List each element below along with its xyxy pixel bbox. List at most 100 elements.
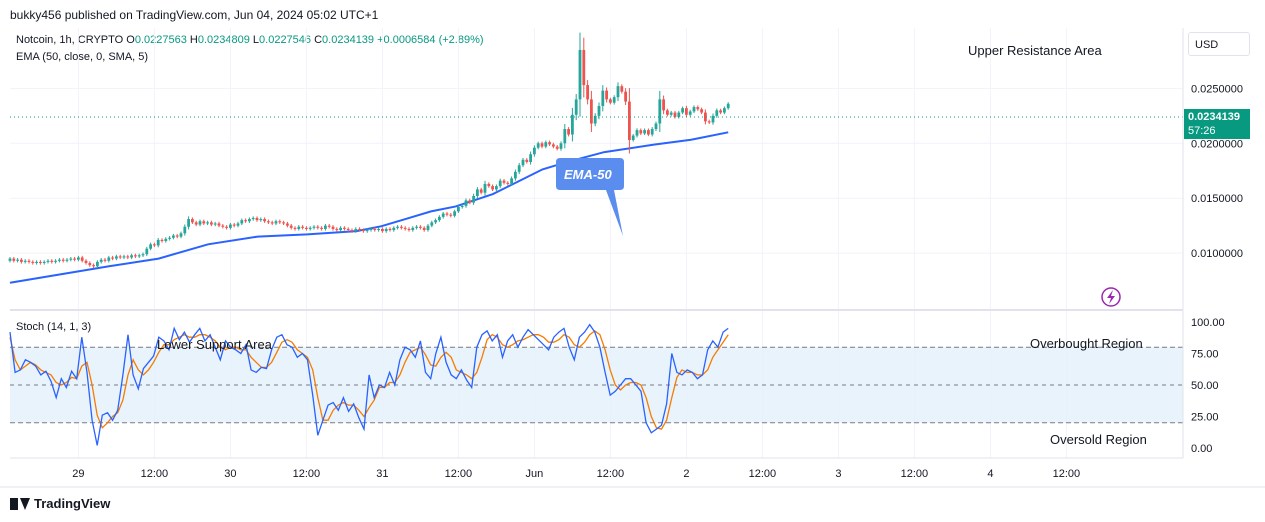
candle-body [377, 228, 380, 231]
candle [483, 180, 487, 196]
candle-body [495, 186, 498, 190]
candle [96, 260, 99, 268]
candle-body [555, 146, 559, 149]
candle [419, 225, 422, 230]
candle [445, 211, 449, 217]
candle-body [92, 265, 95, 267]
candle-body [666, 110, 669, 115]
candle-body [620, 86, 624, 92]
candle [46, 259, 50, 264]
candle [202, 219, 206, 226]
candle [248, 217, 251, 223]
time-tick-label: 12:00 [749, 468, 777, 480]
candle-body [384, 228, 388, 232]
candle-body [464, 200, 468, 206]
candle-body [658, 99, 662, 124]
candle [27, 259, 31, 264]
ema-callout-label: EMA-50 [564, 167, 612, 182]
candle [426, 224, 430, 232]
candle [80, 255, 84, 263]
candle-body [601, 90, 605, 106]
candle-body [673, 112, 677, 117]
candle [39, 260, 42, 265]
candle [263, 217, 266, 223]
candle-body [8, 258, 12, 261]
candle-body [685, 108, 688, 115]
footer-brand[interactable]: TradingView [10, 496, 110, 511]
candle [510, 176, 513, 186]
candle [620, 84, 624, 94]
time-tick-label: Jun [526, 468, 544, 480]
candle [681, 106, 684, 115]
time-tick-label: 4 [987, 468, 993, 480]
lightning-icon[interactable] [1101, 287, 1121, 307]
candle-body [358, 228, 361, 231]
candle [476, 187, 479, 199]
candle [107, 255, 111, 263]
currency-selector[interactable]: USD [1188, 32, 1250, 56]
candle [122, 254, 126, 260]
candle [635, 128, 639, 138]
candle-body [719, 110, 722, 113]
candle [255, 216, 259, 222]
candle-body [164, 238, 168, 242]
candle-body [297, 226, 301, 229]
candle [498, 178, 502, 189]
candle-body [631, 135, 635, 140]
candle-body [381, 228, 384, 232]
candle-body [449, 214, 453, 216]
candle-body [510, 178, 513, 184]
candle [111, 255, 114, 261]
candle-body [574, 99, 578, 115]
candle [457, 205, 460, 214]
candle-body [369, 228, 373, 231]
candle-body [571, 114, 574, 135]
candle [582, 37, 586, 98]
candle [221, 224, 225, 229]
candle [339, 226, 342, 232]
candle [225, 225, 228, 230]
time-tick-label: 12:00 [1053, 468, 1081, 480]
candle-body [609, 99, 612, 103]
stoch-d-line [9, 330, 729, 430]
candle [88, 261, 92, 267]
stoch-level-lines [10, 346, 1183, 424]
candle-body [498, 180, 502, 187]
candle-body [267, 221, 270, 223]
candle-body [255, 217, 259, 221]
candle [289, 224, 293, 230]
candle [578, 32, 582, 117]
candle-body [517, 165, 521, 172]
candle-body [175, 235, 179, 237]
candle-body [419, 226, 422, 228]
candle-body [153, 244, 156, 246]
candle [134, 253, 137, 259]
candle [369, 227, 373, 232]
candle [73, 256, 76, 262]
candle [168, 236, 171, 241]
candle-body [612, 97, 616, 103]
candle-body [187, 219, 190, 227]
candle [711, 113, 715, 125]
candle [692, 105, 696, 114]
candle [491, 184, 494, 192]
candle-body [624, 91, 627, 102]
candle [206, 220, 209, 226]
candle-body [415, 226, 418, 228]
candle-body [20, 259, 23, 262]
candle-body [403, 227, 407, 229]
candle [696, 105, 700, 111]
candle-body [324, 225, 327, 229]
candle [12, 256, 16, 263]
candle [282, 220, 285, 226]
candle-body [107, 257, 111, 261]
candle-body [343, 227, 346, 229]
candle [20, 258, 23, 264]
candle-body [540, 143, 544, 147]
candle-body [723, 108, 726, 113]
candle [137, 253, 141, 259]
candle-body [514, 171, 517, 179]
candle-body [647, 130, 650, 135]
candle-body [491, 186, 494, 190]
